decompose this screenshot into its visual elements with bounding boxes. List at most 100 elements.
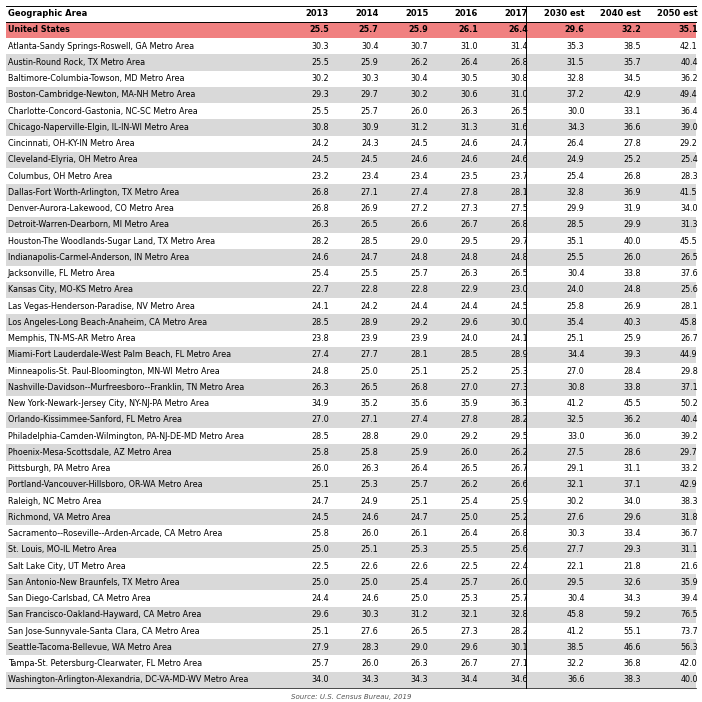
Text: 27.3: 27.3 [461,204,478,213]
Text: 26.0: 26.0 [361,529,378,538]
Bar [6,574,696,590]
Text: 29.7: 29.7 [361,91,378,100]
Text: Boston-Cambridge-Newton, MA-NH Metro Area: Boston-Cambridge-Newton, MA-NH Metro Are… [8,91,195,100]
Text: 41.2: 41.2 [567,627,585,635]
Text: 21.8: 21.8 [623,562,641,571]
Text: 2013: 2013 [305,9,329,18]
Text: 26.6: 26.6 [510,480,528,489]
Text: 25.5: 25.5 [461,545,478,555]
Text: 28.1: 28.1 [510,188,528,197]
Text: 26.8: 26.8 [510,58,528,67]
Text: 26.0: 26.0 [623,253,641,262]
Text: 32.1: 32.1 [567,480,585,489]
Bar [6,249,696,265]
Text: 24.4: 24.4 [461,302,478,311]
Bar [6,672,696,688]
Text: 31.4: 31.4 [510,41,528,51]
Text: 25.5: 25.5 [361,269,378,278]
Text: 33.4: 33.4 [623,529,641,538]
Text: Jacksonville, FL Metro Area: Jacksonville, FL Metro Area [8,269,116,278]
Bar [6,201,696,217]
Text: 24.7: 24.7 [411,513,428,522]
Text: 25.0: 25.0 [411,594,428,603]
Text: 26.5: 26.5 [510,107,528,116]
Text: 25.7: 25.7 [311,659,329,668]
Text: 25.1: 25.1 [311,627,329,635]
Text: 27.7: 27.7 [567,545,585,555]
Text: 35.4: 35.4 [567,318,585,327]
Text: New York-Newark-Jersey City, NY-NJ-PA Metro Area: New York-Newark-Jersey City, NY-NJ-PA Me… [8,399,209,408]
Text: 26.5: 26.5 [461,464,478,473]
Text: 25.7: 25.7 [361,107,378,116]
Text: 37.1: 37.1 [680,383,698,392]
Text: 45.5: 45.5 [623,399,641,408]
Text: 40.3: 40.3 [623,318,641,327]
Text: 24.8: 24.8 [623,286,641,294]
Bar [6,623,696,640]
Text: 24.5: 24.5 [311,155,329,164]
Text: 23.4: 23.4 [361,172,378,180]
Text: 42.9: 42.9 [680,480,698,489]
Text: 24.8: 24.8 [411,253,428,262]
Text: 25.1: 25.1 [411,496,428,505]
Text: Phoenix-Mesa-Scottsdale, AZ Metro Area: Phoenix-Mesa-Scottsdale, AZ Metro Area [8,448,171,457]
Text: 35.9: 35.9 [461,399,478,408]
Bar [6,71,696,87]
Text: Austin-Round Rock, TX Metro Area: Austin-Round Rock, TX Metro Area [8,58,145,67]
Text: 31.3: 31.3 [680,220,698,230]
Text: 36.6: 36.6 [623,123,641,132]
Bar [6,656,696,672]
Text: 28.3: 28.3 [361,643,378,652]
Text: 31.1: 31.1 [623,464,641,473]
Text: 25.7: 25.7 [510,594,528,603]
Text: 25.2: 25.2 [461,366,478,376]
Text: 26.4: 26.4 [411,464,428,473]
Text: 24.2: 24.2 [361,302,378,311]
Text: 24.9: 24.9 [361,496,378,505]
Text: 2014: 2014 [355,9,378,18]
Bar [6,444,696,461]
Text: St. Louis, MO-IL Metro Area: St. Louis, MO-IL Metro Area [8,545,117,555]
Text: 22.4: 22.4 [510,562,528,571]
Text: 29.3: 29.3 [623,545,641,555]
Text: 24.7: 24.7 [311,496,329,505]
Text: Washington-Arlington-Alexandria, DC-VA-MD-WV Metro Area: Washington-Arlington-Alexandria, DC-VA-M… [8,675,248,684]
Text: 42.9: 42.9 [623,91,641,100]
Text: 27.0: 27.0 [461,383,478,392]
Text: 29.0: 29.0 [411,237,428,246]
Text: 32.2: 32.2 [567,659,585,668]
Text: 26.4: 26.4 [461,58,478,67]
Text: 26.2: 26.2 [510,448,528,457]
Text: 29.7: 29.7 [680,448,698,457]
Text: 28.5: 28.5 [311,318,329,327]
Text: 26.3: 26.3 [311,220,329,230]
Text: 34.3: 34.3 [567,123,585,132]
Text: 29.6: 29.6 [623,513,641,522]
Text: 28.5: 28.5 [461,350,478,359]
Text: 56.3: 56.3 [680,643,698,652]
Text: 26.4: 26.4 [461,529,478,538]
Text: 76.5: 76.5 [680,610,698,619]
Text: 26.5: 26.5 [361,383,378,392]
Text: 25.8: 25.8 [361,448,378,457]
Bar [6,607,696,623]
Text: San Antonio-New Braunfels, TX Metro Area: San Antonio-New Braunfels, TX Metro Area [8,578,179,587]
Text: 25.5: 25.5 [311,107,329,116]
Text: Pittsburgh, PA Metro Area: Pittsburgh, PA Metro Area [8,464,110,473]
Text: 26.8: 26.8 [311,204,329,213]
Text: 31.2: 31.2 [411,610,428,619]
Text: Detroit-Warren-Dearborn, MI Metro Area: Detroit-Warren-Dearborn, MI Metro Area [8,220,168,230]
Text: 22.5: 22.5 [461,562,478,571]
Text: 25.1: 25.1 [361,545,378,555]
Text: 26.0: 26.0 [461,448,478,457]
Text: Source: U.S. Census Bureau, 2019: Source: U.S. Census Bureau, 2019 [291,694,411,700]
Text: 39.4: 39.4 [680,594,698,603]
Text: 44.9: 44.9 [680,350,698,359]
Text: 30.7: 30.7 [411,41,428,51]
Bar [6,347,696,363]
Text: 24.5: 24.5 [361,155,378,164]
Bar [6,135,696,152]
Text: 40.0: 40.0 [623,237,641,246]
Text: 27.5: 27.5 [510,204,528,213]
Bar [6,493,696,509]
